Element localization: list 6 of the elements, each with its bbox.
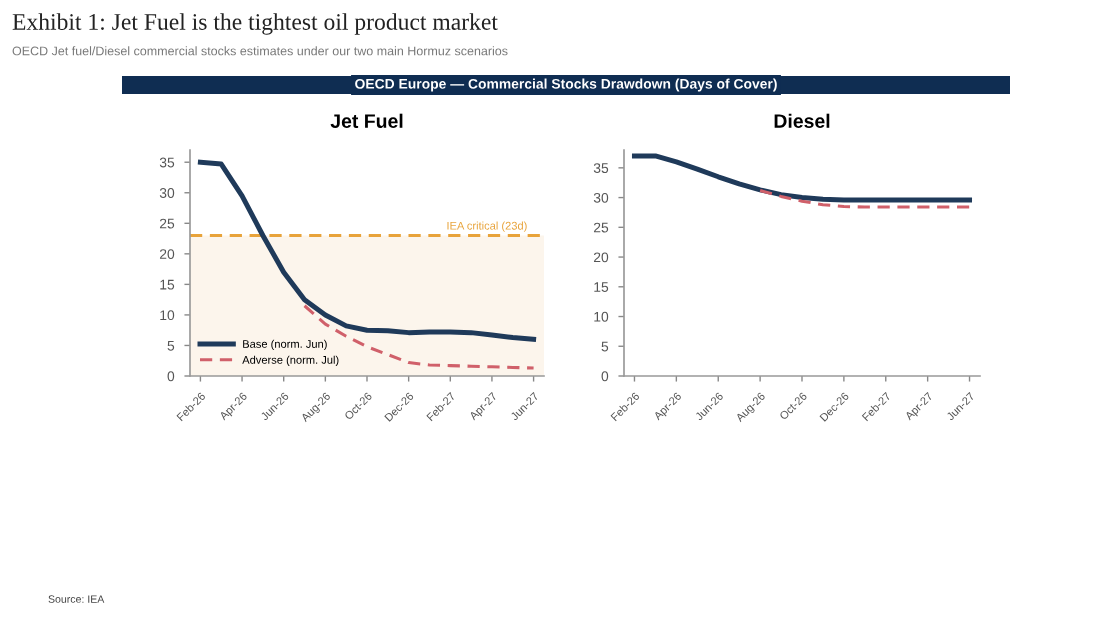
chart-title: Jet Fuel (330, 113, 403, 128)
line-series (197, 159, 537, 342)
line-series (631, 153, 973, 203)
line-series (758, 188, 972, 209)
chart-title: Diesel (774, 113, 830, 128)
text: Exhibit 1: Jet Fuel is the tightest oil product market (12, 13, 498, 35)
